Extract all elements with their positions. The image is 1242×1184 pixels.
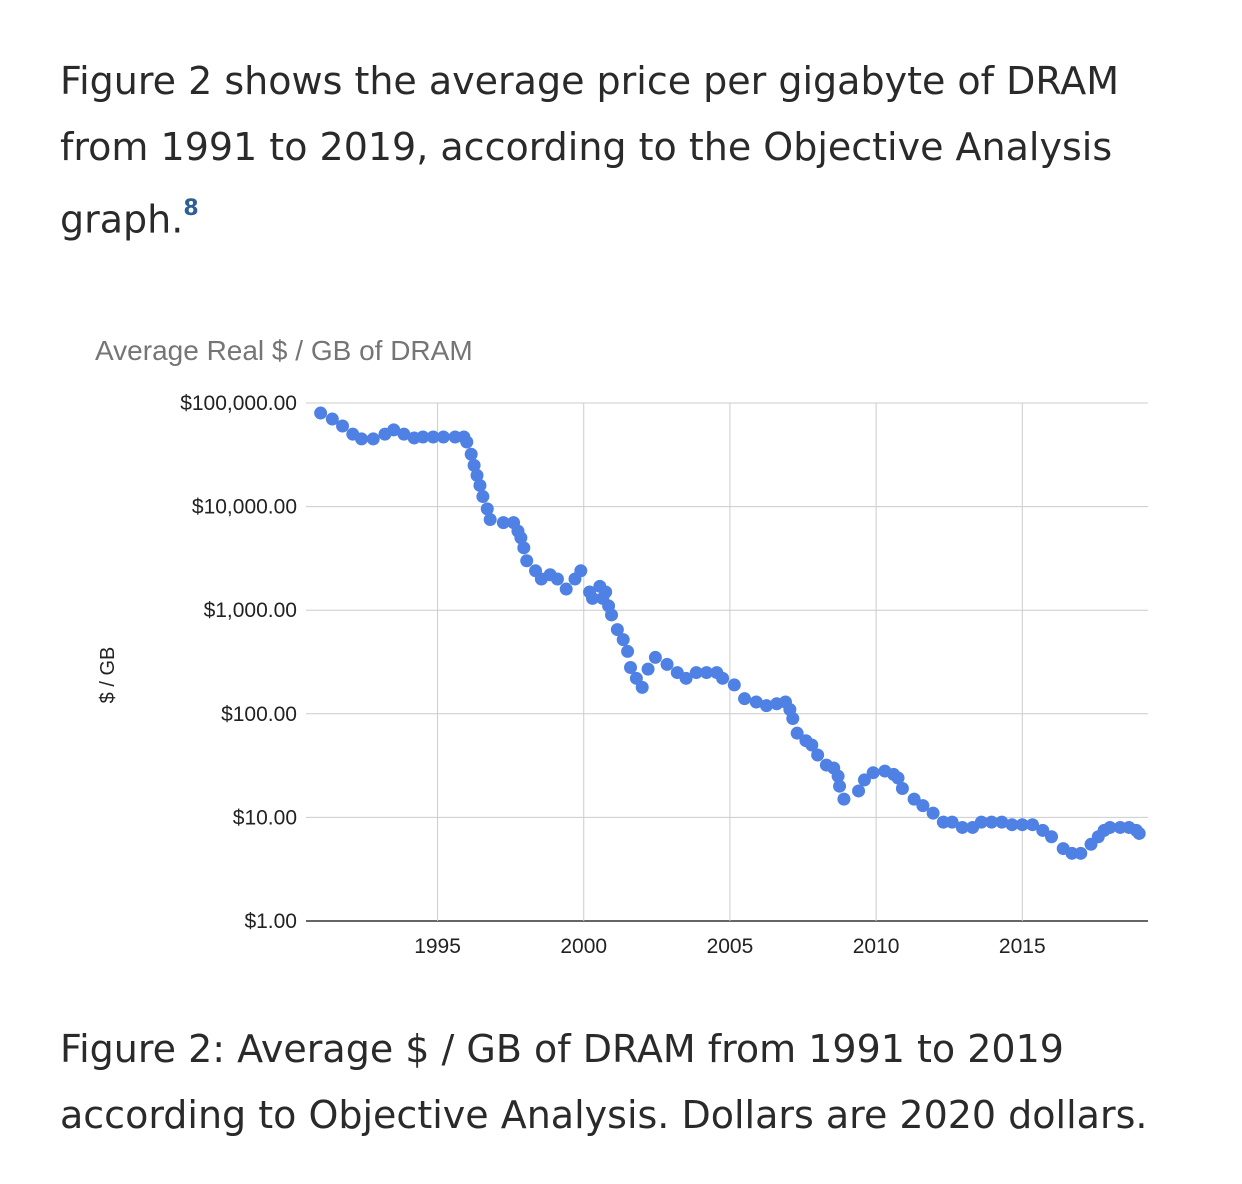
x-tick-label: 1995 (414, 935, 461, 958)
data-point (325, 412, 339, 426)
data-point (641, 662, 655, 676)
intro-paragraph: Figure 2 shows the average price per gig… (60, 48, 1180, 253)
x-axis-ticks: 1995 2000 2005 2010 2015 (414, 935, 1045, 958)
data-point (749, 695, 763, 709)
intro-text: Figure 2 shows the average price per gig… (60, 59, 1120, 242)
y-tick-label: $1,000.00 (204, 599, 297, 622)
data-point (891, 771, 905, 785)
x-tick-label: 2010 (853, 935, 900, 958)
y-tick-label: $100.00 (221, 703, 297, 726)
data-point (467, 458, 481, 472)
data-point (559, 582, 573, 596)
data-point (790, 726, 804, 740)
data-point (416, 430, 430, 444)
data-point (476, 490, 490, 504)
y-tick-label: $1.00 (244, 910, 297, 933)
data-point (635, 680, 649, 694)
data-point (496, 516, 510, 530)
data-point (1026, 818, 1040, 832)
data-point (610, 623, 624, 637)
data-point (616, 633, 630, 647)
data-point (700, 666, 714, 680)
data-point (852, 784, 866, 798)
data-point (857, 773, 871, 787)
x-tick-label: 2015 (999, 935, 1046, 958)
data-point (1005, 818, 1019, 832)
data-point (464, 447, 478, 461)
data-point (727, 678, 741, 692)
data-point (473, 478, 487, 492)
data-point (470, 468, 484, 482)
chart-grid (306, 402, 1148, 922)
data-point (955, 820, 969, 834)
data-point (837, 792, 851, 806)
data-point (550, 572, 564, 586)
data-point (831, 769, 845, 783)
data-point (1132, 826, 1146, 840)
data-point (621, 644, 635, 658)
data-point (716, 671, 730, 685)
data-point (624, 660, 638, 674)
data-point (945, 815, 959, 829)
data-point (974, 815, 988, 829)
data-point (574, 564, 588, 578)
data-point (689, 666, 703, 680)
y-axis-ticks: $1.00 $10.00 $100.00 $1,000.00 $10,000.00 $10… (180, 392, 297, 933)
data-point (314, 406, 328, 420)
data-point (786, 712, 800, 726)
data-point (648, 650, 662, 664)
data-point (916, 799, 930, 813)
data-point (426, 430, 440, 444)
data-points (314, 406, 1146, 860)
data-point (833, 779, 847, 793)
dram-price-chart: Average Real $ / GB of DRAM $ / GB $1.00… (95, 335, 1148, 958)
data-point (483, 513, 497, 527)
data-point (599, 585, 613, 599)
data-point (679, 671, 693, 685)
data-point (660, 657, 674, 671)
y-tick-label: $10,000.00 (192, 496, 297, 519)
data-point (995, 815, 1009, 829)
data-point (1103, 820, 1117, 834)
data-point (480, 502, 494, 516)
y-tick-label: $100,000.00 (180, 392, 297, 415)
data-point (336, 419, 350, 433)
data-point (366, 432, 380, 446)
data-point (436, 430, 450, 444)
data-point (738, 692, 752, 706)
data-point (355, 432, 369, 446)
data-point (895, 782, 909, 796)
figure-caption: Figure 2: Average $ / GB of DRAM from 19… (60, 1027, 1148, 1137)
data-point (926, 806, 940, 820)
data-point (460, 435, 474, 449)
data-point (1074, 846, 1088, 860)
data-point (759, 699, 773, 713)
chart-title: Average Real $ / GB of DRAM (95, 335, 473, 366)
data-point (387, 423, 401, 437)
data-point (1015, 818, 1029, 832)
data-point (397, 427, 411, 441)
data-point (517, 541, 531, 555)
data-point (866, 766, 880, 780)
data-point (985, 815, 999, 829)
x-tick-label: 2000 (560, 935, 607, 958)
y-axis-label: $ / GB (97, 647, 119, 704)
data-point (514, 531, 528, 545)
data-point (605, 608, 619, 622)
data-point (811, 748, 825, 762)
footnote-link[interactable]: 8 (183, 196, 199, 221)
data-point (586, 591, 600, 605)
data-point (1045, 830, 1059, 844)
x-tick-label: 2005 (707, 935, 754, 958)
y-tick-label: $10.00 (233, 806, 297, 829)
data-point (520, 554, 534, 568)
data-point (805, 738, 819, 752)
